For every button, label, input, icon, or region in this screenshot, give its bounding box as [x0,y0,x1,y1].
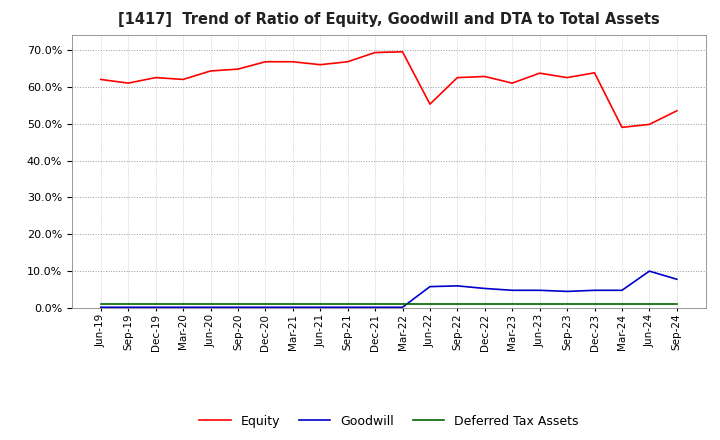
Deferred Tax Assets [233,302,242,307]
Goodwill [618,288,626,293]
Equity [179,77,187,82]
Legend: Equity, Goodwill, Deferred Tax Assets: Equity, Goodwill, Deferred Tax Assets [194,410,583,433]
Equity [371,50,379,55]
Equity [426,102,434,107]
Deferred Tax Assets [179,302,187,307]
Goodwill [508,288,516,293]
Goodwill [563,289,572,294]
Goodwill [206,304,215,310]
Title: [1417]  Trend of Ratio of Equity, Goodwill and DTA to Total Assets: [1417] Trend of Ratio of Equity, Goodwil… [118,12,660,27]
Deferred Tax Assets [96,302,105,307]
Deferred Tax Assets [426,302,434,307]
Goodwill [426,284,434,289]
Deferred Tax Assets [563,302,572,307]
Goodwill [398,304,407,310]
Goodwill [233,304,242,310]
Deferred Tax Assets [151,302,160,307]
Equity [453,75,462,80]
Goodwill [645,268,654,274]
Equity [124,81,132,86]
Equity [672,108,681,114]
Equity [206,68,215,73]
Goodwill [371,304,379,310]
Equity [289,59,297,64]
Deferred Tax Assets [206,302,215,307]
Equity [590,70,599,75]
Goodwill [672,277,681,282]
Deferred Tax Assets [398,302,407,307]
Equity [563,75,572,80]
Goodwill [151,304,160,310]
Line: Equity: Equity [101,52,677,127]
Deferred Tax Assets [672,302,681,307]
Equity [618,125,626,130]
Equity [508,81,516,86]
Equity [480,74,489,79]
Deferred Tax Assets [453,302,462,307]
Line: Goodwill: Goodwill [101,271,677,307]
Goodwill [96,304,105,310]
Deferred Tax Assets [124,302,132,307]
Deferred Tax Assets [590,302,599,307]
Deferred Tax Assets [316,302,325,307]
Goodwill [590,288,599,293]
Equity [316,62,325,67]
Goodwill [261,304,270,310]
Deferred Tax Assets [536,302,544,307]
Goodwill [289,304,297,310]
Deferred Tax Assets [371,302,379,307]
Deferred Tax Assets [261,302,270,307]
Goodwill [124,304,132,310]
Goodwill [453,283,462,289]
Goodwill [480,286,489,291]
Equity [151,75,160,80]
Equity [343,59,352,64]
Equity [261,59,270,64]
Goodwill [536,288,544,293]
Deferred Tax Assets [645,302,654,307]
Equity [536,70,544,76]
Equity [398,49,407,55]
Deferred Tax Assets [343,302,352,307]
Goodwill [179,304,187,310]
Equity [96,77,105,82]
Equity [233,66,242,72]
Deferred Tax Assets [480,302,489,307]
Goodwill [343,304,352,310]
Goodwill [316,304,325,310]
Deferred Tax Assets [289,302,297,307]
Equity [645,122,654,127]
Deferred Tax Assets [618,302,626,307]
Deferred Tax Assets [508,302,516,307]
